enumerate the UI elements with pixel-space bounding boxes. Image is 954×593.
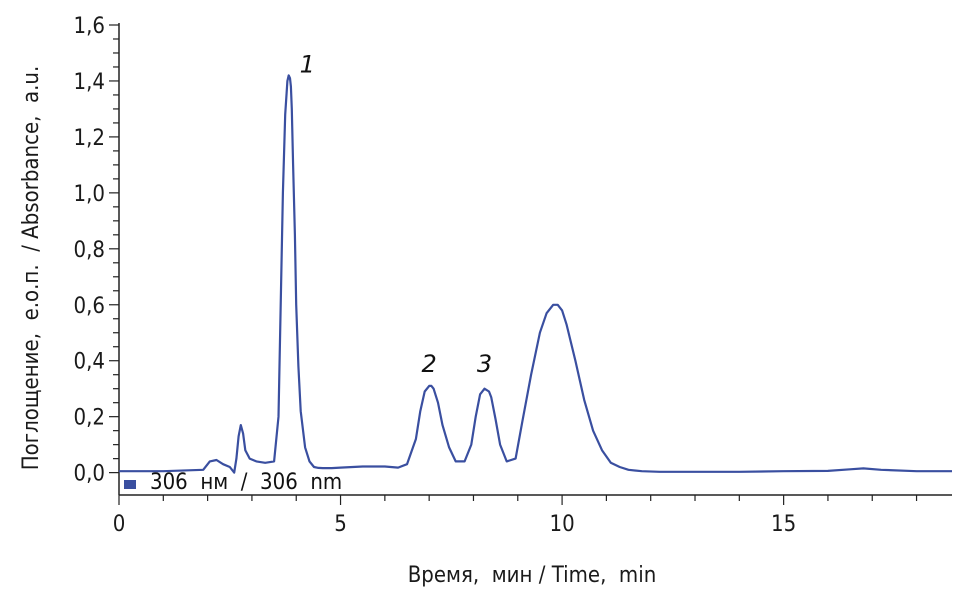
legend-label: 306 нм / 306 nm [150, 470, 342, 495]
series-306nm-line [119, 74, 952, 474]
legend-swatch [124, 480, 136, 489]
y-axis-title: Поглощение, е.о.п. / Absorbance, a.u. [19, 66, 44, 471]
x-axis-title: Время, мин / Time, min [408, 563, 657, 588]
x-tick-label: 10 [549, 512, 574, 537]
y-tick-label: 1,0 [74, 182, 105, 207]
y-tick-label: 1,6 [74, 14, 105, 39]
y-tick-label: 0,4 [74, 350, 105, 375]
axes: 0 5 10 15 0,0 0,2 0,4 0,6 0,8 1,0 1,2 1,4 1,6 [74, 14, 952, 537]
y-tick-label: 1,2 [74, 126, 105, 151]
y-tick-label: 0,2 [74, 406, 105, 431]
peak-label-3: 3 [477, 350, 492, 378]
x-tick-label: 5 [334, 512, 347, 537]
legend: 306 нм / 306 nm [124, 470, 342, 495]
y-tick-label: 0,6 [74, 294, 105, 319]
peak-label-2: 2 [422, 350, 437, 378]
y-tick-label: 0,0 [74, 462, 105, 487]
x-tick-label: 0 [113, 512, 126, 537]
x-tick-label: 15 [771, 512, 796, 537]
y-tick-label: 1,4 [74, 70, 105, 95]
peak-label-1: 1 [300, 51, 315, 79]
y-tick-label: 0,8 [74, 238, 105, 263]
